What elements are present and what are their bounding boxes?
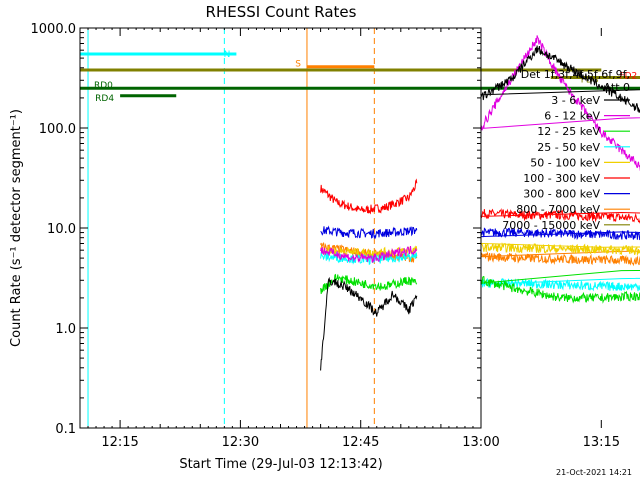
series-line	[480, 45, 640, 113]
y-tick-label: 1.0	[55, 322, 76, 337]
y-tick-label: 100.0	[39, 122, 76, 137]
y-tick-label: 10.0	[47, 222, 76, 237]
time-markers	[87, 28, 375, 428]
series-line	[480, 227, 640, 241]
y-tick-label: 0.1	[55, 422, 76, 437]
y-axis: 0.1 1.0 10.0 100.0 1000.0	[31, 22, 481, 437]
legend-header: Det 1f,3f,4f,5f,6f,9f,	[521, 68, 630, 81]
time-bar-label: N	[224, 50, 231, 60]
series-line	[320, 246, 418, 264]
legend-label: 6 - 12 keV	[544, 110, 600, 123]
x-tick-label: 12:45	[342, 435, 379, 450]
legend-label: 12 - 25 keV	[537, 125, 600, 138]
series-line	[320, 178, 418, 215]
series-line	[479, 242, 640, 257]
legend-label: 300 - 800 keV	[523, 188, 600, 201]
time-bar-label: RD0	[94, 81, 113, 91]
x-tick-label: 12:30	[222, 435, 259, 450]
legend-header: Att 0	[604, 81, 630, 94]
y-axis-label: Count Rate (s⁻¹ detector segment⁻¹)	[9, 109, 24, 347]
legend-label: 100 - 300 keV	[523, 172, 600, 185]
time-bar-label: RD4	[95, 94, 114, 104]
legend: Det 1f,3f,4f,5f,6f,9f,Att 0 3 - 6 keV 6 - …	[502, 68, 630, 232]
series-lines	[320, 35, 640, 371]
x-tick-label: 13:15	[583, 435, 620, 450]
legend-label: 50 - 100 keV	[530, 156, 600, 169]
legend-label: 25 - 50 keV	[537, 141, 600, 154]
series-line	[480, 35, 640, 171]
series-line	[320, 225, 418, 240]
chart-title: RHESSI Count Rates	[206, 3, 357, 21]
series-line	[480, 250, 640, 267]
legend-label: 800 - 7000 keV	[516, 203, 600, 216]
time-bar-label: FD3	[581, 75, 599, 85]
series-line	[320, 241, 418, 263]
y-tick-label: 1000.0	[31, 22, 77, 37]
legend-label: 3 - 6 keV	[551, 94, 600, 107]
series-line	[480, 269, 640, 304]
x-tick-label: 12:15	[101, 435, 138, 450]
timestamp: 21-Oct-2021 14:21	[556, 468, 632, 477]
series-line	[320, 276, 418, 371]
legend-label: 7000 - 15000 keV	[502, 219, 600, 232]
series-line	[480, 208, 640, 224]
time-bar-label: FD2	[619, 72, 637, 82]
x-axis-label: Start Time (29-Jul-03 12:13:42)	[179, 457, 382, 472]
time-bar-label: S	[295, 60, 301, 70]
series-line	[320, 273, 418, 294]
x-tick-label: 13:00	[462, 435, 499, 450]
